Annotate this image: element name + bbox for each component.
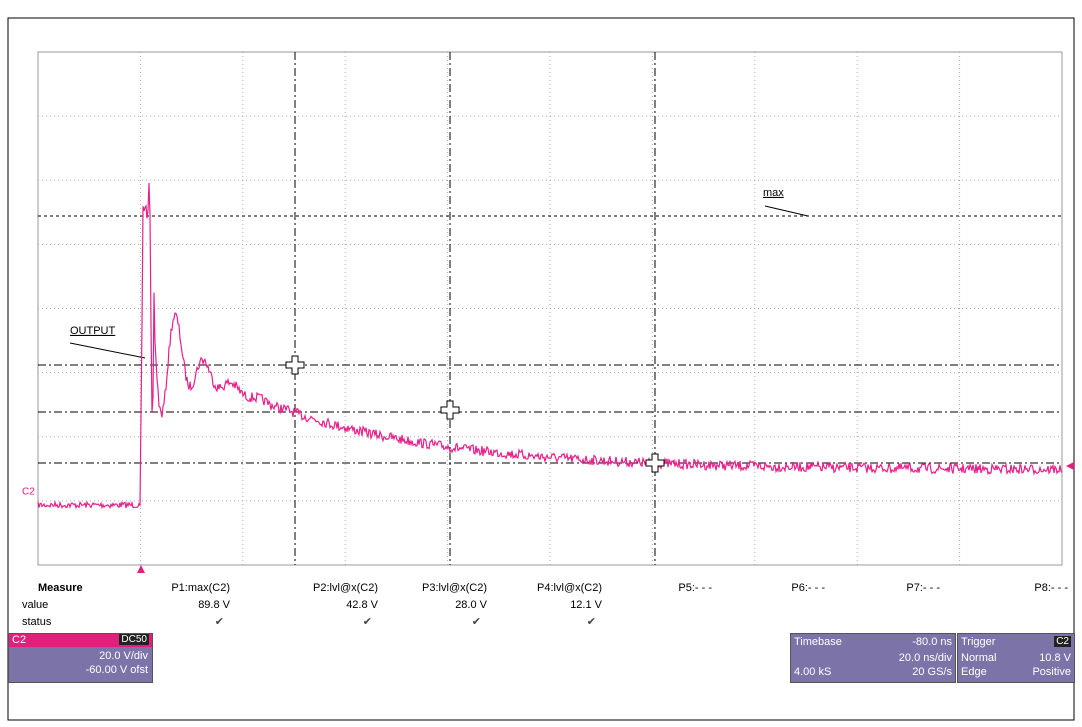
param-label: P3:lvl@x(C2) [422, 582, 487, 594]
level-marker [1066, 462, 1074, 470]
tr-type: Edge [961, 666, 987, 678]
tb-title: Timebase [794, 636, 842, 648]
param-status: ✔ [472, 616, 481, 628]
param-status: ✔ [215, 616, 224, 628]
cursor-cross [645, 453, 665, 473]
param-value: 89.8 V [198, 599, 230, 611]
measure-title: Measure [38, 582, 83, 594]
tr-mode: Normal [961, 652, 997, 664]
leader [764, 205, 809, 217]
param-label: P8:- - - [1034, 582, 1068, 594]
row-label: value [22, 599, 48, 611]
param-label: P7:- - - [906, 582, 940, 594]
cursor-cross [285, 355, 305, 375]
tr-slope: Positive [1032, 666, 1071, 678]
grid [38, 52, 1062, 565]
ch-coupling: DC50 [119, 634, 149, 645]
tb-rate: 20 GS/s [912, 666, 952, 678]
ch-scale: 20.0 V/div [99, 650, 148, 662]
measure-table: P1:max(C2) P2:lvl@x(C2) P3:lvl@x(C2) P4:lvl… [171, 582, 1068, 628]
ch-name: C2 [12, 634, 27, 646]
leader [69, 342, 146, 359]
param-label: P6:- - - [791, 582, 825, 594]
tr-source: C2 [1054, 636, 1071, 647]
tb-delay: -80.0 ns [912, 636, 952, 648]
tr-title: Trigger [961, 636, 996, 648]
cursors [38, 52, 1062, 565]
param-label: P4:lvl@x(C2) [537, 582, 602, 594]
timebase-box: Timebase -80.0 ns 20.0 ns/div 4.00 kS 20… [790, 633, 956, 683]
tb-scale: 20.0 ns/div [898, 652, 952, 664]
max-label: max [763, 187, 784, 199]
output-label: OUTPUT [70, 325, 116, 337]
channel-marker: C2 [22, 487, 35, 498]
tb-samples: 4.00 kS [794, 666, 832, 678]
cursor-cross [440, 400, 460, 420]
param-label: P5:- - - [678, 582, 712, 594]
param-value: 12.1 V [570, 599, 602, 611]
param-value: 28.0 V [455, 599, 487, 611]
channel-box: C2 DC50 20.0 V/div -60.00 V ofst [8, 633, 153, 683]
tr-level: 10.8 V [1039, 652, 1071, 664]
frame [7, 17, 1075, 721]
param-status: ✔ [587, 616, 596, 628]
param-label: P2:lvl@x(C2) [313, 582, 378, 594]
param-status: ✔ [363, 616, 372, 628]
row-label: status [22, 616, 52, 628]
ch-offset: -60.00 V ofst [85, 664, 148, 676]
trigger-box: Trigger C2 Normal 10.8 V Edge Positive [957, 633, 1075, 683]
param-label: P1:max(C2) [171, 582, 230, 594]
waveform [37, 182, 1063, 510]
markers [285, 355, 665, 473]
param-value: 42.8 V [346, 599, 378, 611]
trigger-marker [137, 565, 145, 573]
